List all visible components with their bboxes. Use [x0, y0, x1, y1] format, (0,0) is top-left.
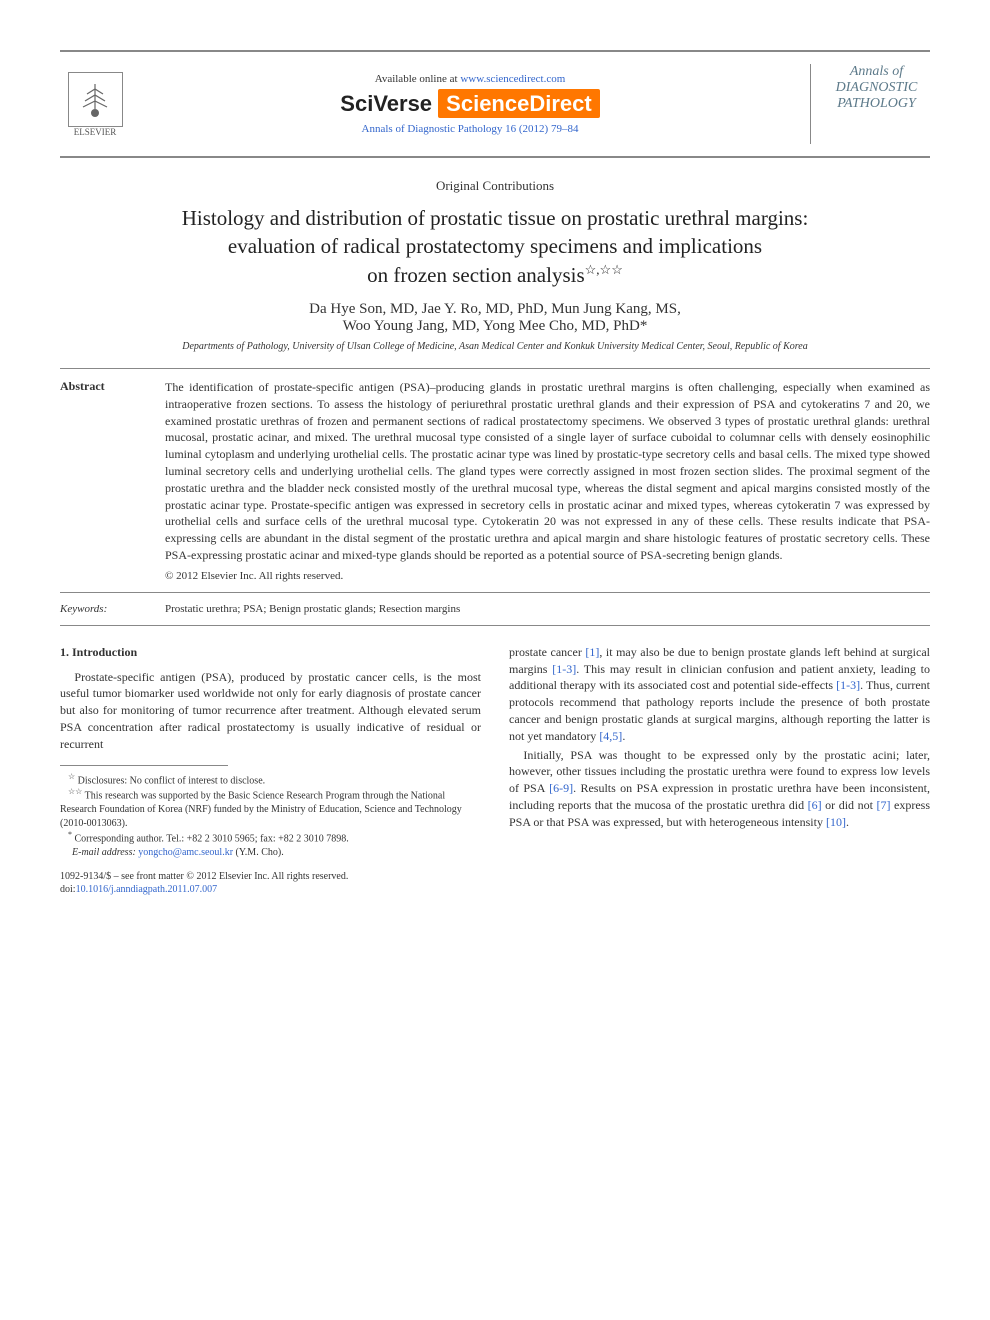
available-online-text: Available online at www.sciencedirect.co… — [150, 73, 790, 85]
column-left: 1. Introduction Prostate-specific antige… — [60, 644, 481, 897]
ref-link[interactable]: [7] — [876, 798, 890, 812]
divider — [60, 368, 930, 369]
keywords-text: Prostatic urethra; PSA; Benign prostatic… — [165, 603, 460, 615]
ref-link[interactable]: [6-9] — [549, 781, 573, 795]
doi-link[interactable]: 10.1016/j.anndiagpath.2011.07.007 — [76, 884, 218, 895]
ref-link[interactable]: [10] — [826, 815, 846, 829]
intro-paragraph-1-cont: prostate cancer [1], it may also be due … — [509, 644, 930, 745]
ref-link[interactable]: [6] — [808, 798, 822, 812]
divider — [60, 592, 930, 593]
ref-link[interactable]: [1-3] — [836, 678, 860, 692]
elsevier-label: ELSEVIER — [74, 127, 117, 137]
elsevier-tree-icon — [68, 72, 123, 127]
column-right: prostate cancer [1], it may also be due … — [509, 644, 930, 897]
email-link[interactable]: yongcho@amc.seoul.kr — [138, 847, 233, 858]
journal-reference[interactable]: Annals of Diagnostic Pathology 16 (2012)… — [150, 123, 790, 135]
abstract-block: Abstract The identification of prostate-… — [60, 379, 930, 582]
authors: Da Hye Son, MD, Jae Y. Ro, MD, PhD, Mun … — [60, 301, 930, 335]
intro-paragraph-2: Initially, PSA was thought to be express… — [509, 747, 930, 831]
elsevier-logo: ELSEVIER — [60, 72, 130, 137]
journal-cover: Annals of DIAGNOSTIC PATHOLOGY — [810, 64, 930, 144]
footnote-funding: ☆☆ This research was supported by the Ba… — [60, 787, 481, 830]
intro-paragraph-1: Prostate-specific antigen (PSA), produce… — [60, 669, 481, 753]
ref-link[interactable]: [4,5] — [599, 729, 622, 743]
header-center: Available online at www.sciencedirect.co… — [130, 73, 810, 135]
abstract-content: The identification of prostate-specific … — [165, 379, 930, 582]
body-columns: 1. Introduction Prostate-specific antige… — [60, 644, 930, 897]
footnote-disclosure: ☆ Disclosures: No conflict of interest t… — [60, 772, 481, 788]
sciencedirect-link[interactable]: www.sciencedirect.com — [460, 73, 565, 85]
page-header: ELSEVIER Available online at www.science… — [60, 50, 930, 158]
section-heading-intro: 1. Introduction — [60, 644, 481, 661]
title-footnote-stars: ☆,☆☆ — [585, 262, 623, 277]
article-title: Histology and distribution of prostatic … — [60, 204, 930, 289]
doi-block: 1092-9134/$ – see front matter © 2012 El… — [60, 870, 481, 897]
footnote-email: E-mail address: yongcho@amc.seoul.kr (Y.… — [60, 846, 481, 860]
ref-link[interactable]: [1-3] — [552, 662, 576, 676]
keywords-label: Keywords: — [60, 603, 165, 615]
abstract-text: The identification of prostate-specific … — [165, 379, 930, 564]
footnote-corresponding: * Corresponding author. Tel.: +82 2 3010… — [60, 830, 481, 846]
footnote-separator — [60, 765, 228, 766]
abstract-label: Abstract — [60, 379, 165, 582]
sciverse-logo: SciVerse ScienceDirect — [150, 91, 790, 117]
sciencedirect-brand: ScienceDirect — [438, 89, 600, 118]
ref-link[interactable]: [1] — [585, 645, 599, 659]
divider — [60, 625, 930, 626]
article-type: Original Contributions — [60, 178, 930, 194]
keywords-block: Keywords: Prostatic urethra; PSA; Benign… — [60, 603, 930, 615]
affiliation: Departments of Pathology, University of … — [60, 341, 930, 352]
abstract-copyright: © 2012 Elsevier Inc. All rights reserved… — [165, 570, 930, 582]
